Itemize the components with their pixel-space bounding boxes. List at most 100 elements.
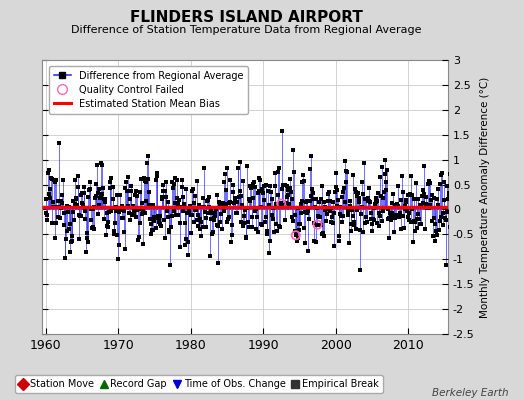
- Point: [336, 211, 344, 217]
- Point: [145, 189, 154, 196]
- Point: [314, 199, 323, 205]
- Point: [51, 234, 59, 241]
- Point: [395, 214, 403, 220]
- Point: [217, 199, 226, 206]
- Point: [444, 194, 453, 200]
- Point: [412, 180, 420, 186]
- Point: [388, 200, 397, 206]
- Point: [238, 202, 246, 208]
- Point: [128, 212, 136, 218]
- Point: [151, 215, 159, 222]
- Point: [356, 226, 364, 233]
- Point: [429, 232, 437, 239]
- Point: [332, 184, 341, 190]
- Point: [413, 196, 422, 202]
- Point: [358, 229, 367, 235]
- Point: [399, 212, 408, 219]
- Point: [422, 200, 430, 207]
- Point: [277, 200, 286, 207]
- Point: [50, 178, 59, 185]
- Point: [179, 208, 188, 214]
- Point: [77, 213, 85, 219]
- Point: [419, 186, 428, 193]
- Point: [181, 242, 189, 248]
- Point: [109, 184, 117, 190]
- Point: [418, 193, 426, 199]
- Point: [100, 216, 108, 222]
- Point: [386, 214, 395, 220]
- Point: [113, 192, 121, 198]
- Point: [91, 195, 99, 201]
- Point: [276, 224, 284, 231]
- Point: [312, 239, 321, 245]
- Point: [250, 178, 258, 185]
- Point: [401, 206, 409, 212]
- Point: [302, 199, 310, 205]
- Point: [349, 213, 357, 219]
- Point: [400, 202, 409, 209]
- Point: [129, 211, 137, 217]
- Point: [342, 168, 351, 174]
- Point: [399, 189, 407, 195]
- Point: [104, 224, 112, 230]
- Point: [134, 237, 142, 243]
- Point: [173, 200, 182, 207]
- Point: [117, 207, 125, 213]
- Point: [350, 218, 358, 225]
- Point: [153, 170, 161, 176]
- Point: [170, 181, 179, 188]
- Point: [409, 238, 417, 245]
- Point: [211, 212, 220, 219]
- Point: [94, 202, 103, 208]
- Point: [280, 201, 288, 208]
- Point: [364, 198, 372, 205]
- Point: [230, 182, 238, 188]
- Point: [149, 202, 157, 209]
- Point: [234, 165, 243, 172]
- Point: [236, 159, 244, 165]
- Point: [190, 200, 199, 206]
- Point: [261, 214, 270, 220]
- Point: [364, 195, 373, 202]
- Text: Difference of Station Temperature Data from Regional Average: Difference of Station Temperature Data f…: [71, 25, 421, 35]
- Point: [112, 204, 120, 211]
- Point: [81, 216, 89, 222]
- Point: [47, 174, 55, 181]
- Point: [424, 205, 433, 212]
- Point: [49, 199, 58, 206]
- Legend: Station Move, Record Gap, Time of Obs. Change, Empirical Break: Station Move, Record Gap, Time of Obs. C…: [15, 375, 383, 393]
- Point: [413, 225, 421, 231]
- Point: [218, 226, 226, 232]
- Point: [123, 188, 132, 195]
- Point: [296, 220, 304, 227]
- Point: [139, 208, 147, 214]
- Point: [176, 220, 184, 226]
- Point: [271, 201, 280, 208]
- Point: [133, 193, 141, 199]
- Point: [243, 163, 251, 170]
- Point: [396, 210, 405, 216]
- Point: [352, 226, 361, 232]
- Point: [329, 220, 337, 226]
- Point: [393, 201, 401, 207]
- Point: [287, 189, 295, 196]
- Point: [164, 213, 172, 220]
- Point: [263, 231, 271, 237]
- Point: [428, 218, 436, 224]
- Point: [147, 221, 156, 227]
- Point: [97, 193, 105, 199]
- Point: [144, 176, 152, 182]
- Point: [441, 214, 449, 221]
- Point: [285, 200, 293, 207]
- Point: [211, 210, 219, 216]
- Point: [266, 238, 274, 244]
- Point: [447, 204, 455, 210]
- Point: [269, 205, 278, 212]
- Point: [162, 179, 171, 186]
- Point: [127, 182, 135, 189]
- Point: [82, 249, 90, 256]
- Point: [192, 207, 200, 213]
- Point: [139, 240, 148, 247]
- Point: [80, 190, 88, 197]
- Point: [157, 223, 165, 229]
